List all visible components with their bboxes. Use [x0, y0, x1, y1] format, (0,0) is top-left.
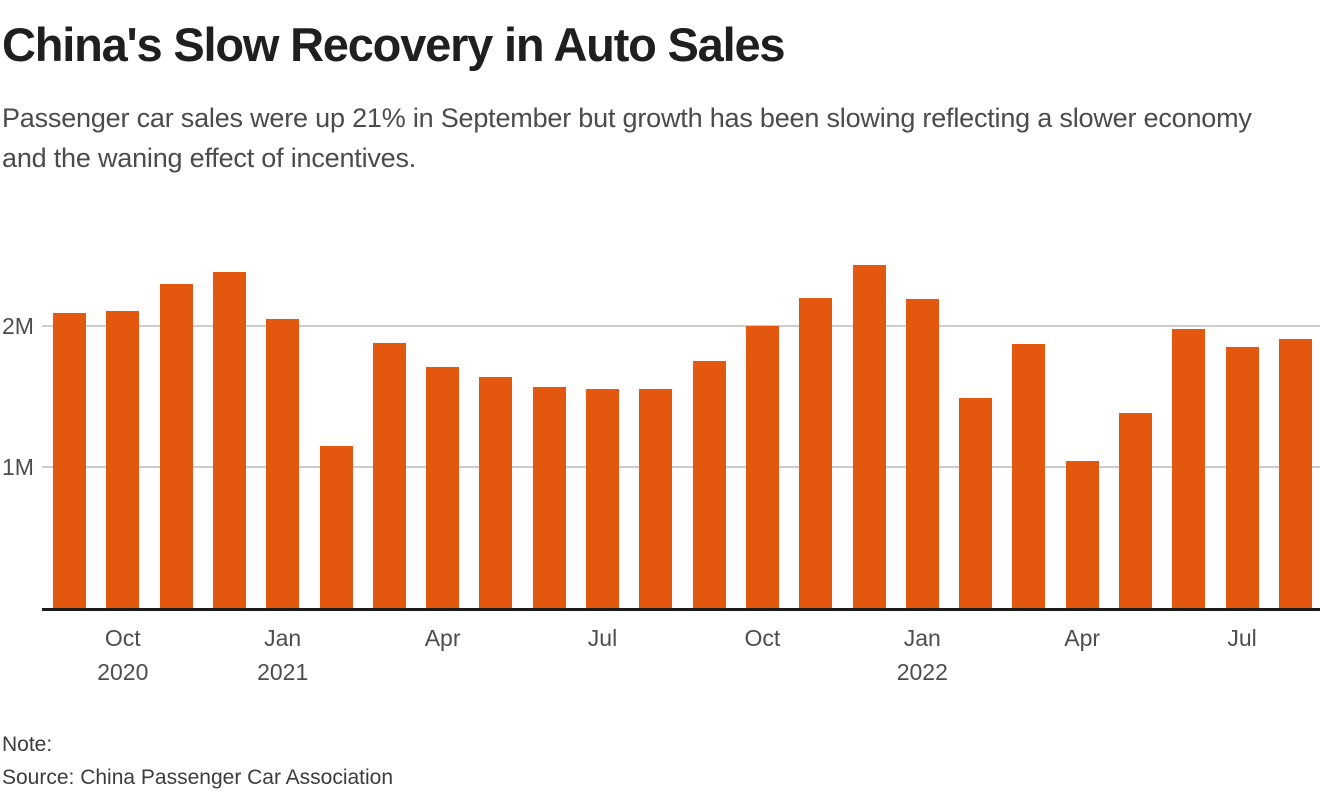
- x-axis-label-jul: Jul: [1227, 625, 1257, 651]
- x-axis-baseline: [42, 608, 1320, 611]
- x-axis-year-label-2021: 2021: [257, 659, 309, 685]
- x-axis-year-label-2020: 2020: [97, 659, 149, 685]
- bar-sep-2021: [692, 361, 726, 608]
- bar-nov-2021: [799, 297, 833, 608]
- bar-oct-2021: [745, 326, 779, 608]
- x-axis-label-oct-2020: Oct: [104, 625, 141, 651]
- bar-jun-2021: [532, 386, 566, 608]
- bar-aug-2022: [1278, 338, 1312, 608]
- x-axis-label-apr: Apr: [424, 625, 461, 651]
- bar-jan-2022: [905, 299, 939, 608]
- bar-apr-2021: [426, 366, 460, 608]
- bar-nov-2020: [159, 283, 193, 608]
- note-label: Note:: [2, 733, 53, 756]
- y-axis-label-1M: 1M: [2, 454, 34, 480]
- x-axis-label-jul: Jul: [587, 625, 618, 651]
- bar-sep-2020: [53, 313, 86, 608]
- bar-jul-2021: [586, 389, 619, 608]
- bar-dec-2021: [852, 265, 886, 608]
- x-axis-label-jan-2022: Jan: [903, 625, 941, 651]
- bar-mar-2022: [1012, 344, 1046, 608]
- chart-subtitle: Passenger car sales were up 21% in Septe…: [2, 103, 1252, 173]
- bar-oct-2020: [106, 310, 140, 608]
- bar-jun-2022: [1172, 328, 1206, 608]
- bar-may-2021: [479, 376, 513, 608]
- bar-feb-2021: [319, 445, 353, 608]
- x-axis-label-apr: Apr: [1064, 625, 1101, 651]
- bar-jan-2021: [266, 318, 300, 608]
- bar-feb-2022: [959, 397, 993, 608]
- bar-jul-2022: [1225, 347, 1259, 608]
- chart-title: China's Slow Recovery in Auto Sales: [2, 18, 786, 71]
- gridline-1M: [42, 466, 1320, 468]
- x-axis-year-label-2022: 2022: [896, 659, 948, 685]
- x-axis-label-oct: Oct: [744, 625, 781, 651]
- bar-chart-plot-area: 1M 2M: [0, 240, 1320, 611]
- source-label: Source: China Passenger Car Association: [2, 766, 394, 789]
- gridline-2M: [42, 325, 1320, 327]
- bar-apr-2022: [1065, 461, 1099, 608]
- bar-may-2022: [1119, 413, 1152, 608]
- x-axis-label-jan-2021: Jan: [264, 625, 302, 651]
- x-axis-labels: Oct 2020 Jan 2021 Apr Jul Oct Jan 2022 Apr Jul: [0, 608, 1320, 708]
- bar-dec-2020: [212, 272, 246, 608]
- bar-mar-2021: [372, 342, 406, 608]
- bar-aug-2021: [639, 389, 673, 608]
- y-axis-label-2M: 2M: [2, 313, 34, 339]
